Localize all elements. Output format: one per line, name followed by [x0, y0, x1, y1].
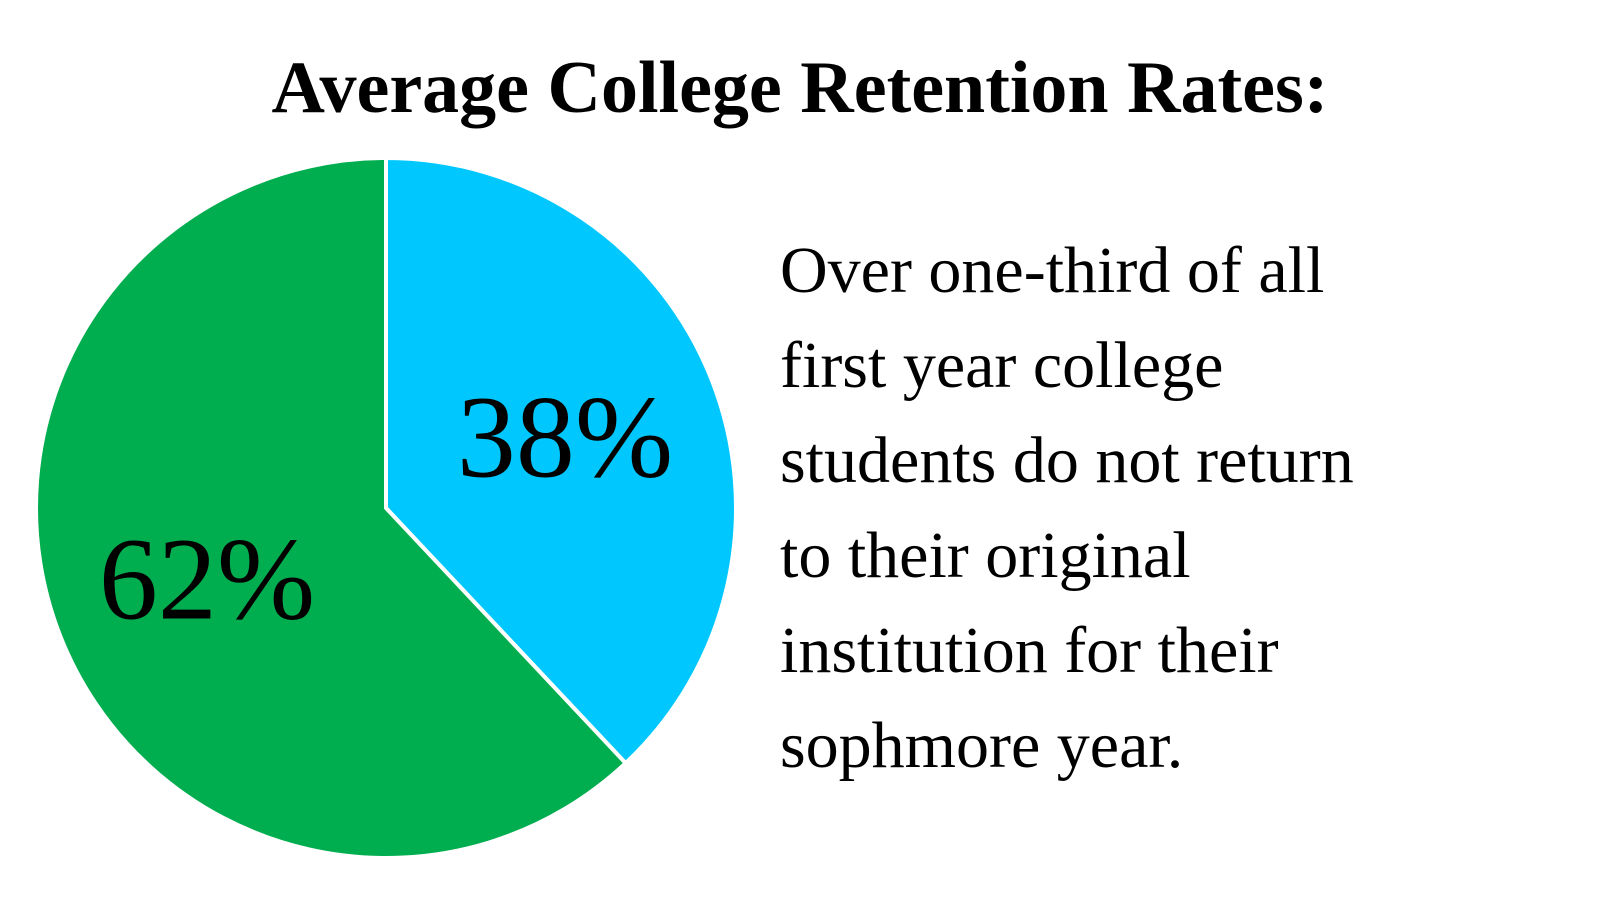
annotation-line: first year college — [780, 329, 1223, 402]
annotation: Over one-third of all first year college s… — [780, 234, 1354, 782]
annotation-line: institution for their — [780, 614, 1279, 687]
annotation-line: sophmore year. — [780, 709, 1183, 782]
annotation-line: Over one-third of all — [780, 234, 1324, 307]
pie-slice — [34, 155, 629, 860]
pie: 38% 62% — [34, 155, 738, 860]
annotation-line: students do not return — [780, 424, 1354, 497]
chart-title: Average College Retention Rates: — [272, 47, 1329, 129]
pie-slice — [384, 155, 738, 766]
value-label: 62% — [99, 513, 315, 644]
annotation-line: to their original — [780, 519, 1191, 592]
value-label: 38% — [457, 372, 673, 503]
